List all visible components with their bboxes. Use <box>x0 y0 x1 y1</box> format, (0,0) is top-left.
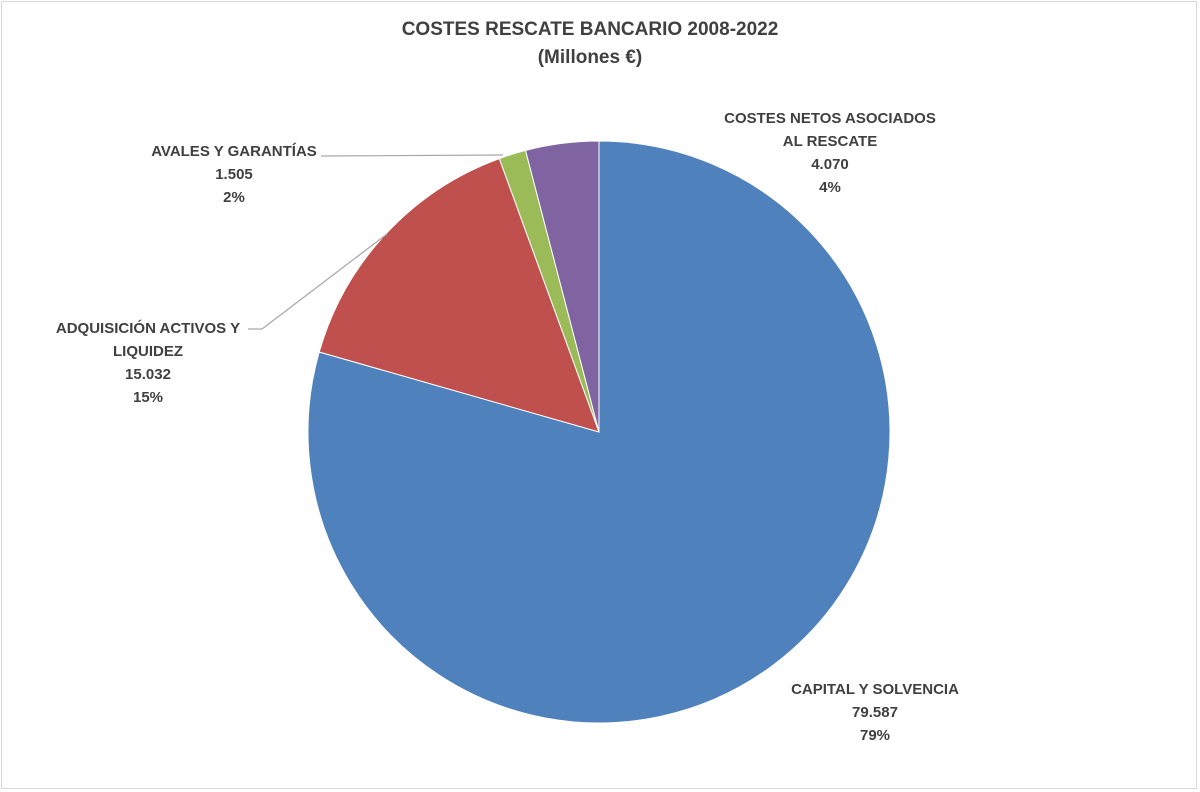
slice-data-label: ADQUISICIÓN ACTIVOS Y LIQUIDEZ 15.032 15% <box>56 319 240 406</box>
pie-slice <box>524 140 600 433</box>
leader-line <box>320 154 504 157</box>
pie-slice <box>318 157 600 433</box>
slice-data-label: AVALES Y GARANTÍAS 1.505 2% <box>151 143 317 206</box>
leader-line <box>248 233 388 330</box>
chart-subtitle: (Millones €) <box>537 47 643 68</box>
slice-data-label: CAPITAL Y SOLVENCIA 79.587 79% <box>791 681 959 744</box>
chart-title: COSTES RESCATE BANCARIO 2008-2022 <box>401 19 779 40</box>
slice-data-label: COSTES NETOS ASOCIADOS AL RESCATE 4.070 4% <box>724 110 936 196</box>
